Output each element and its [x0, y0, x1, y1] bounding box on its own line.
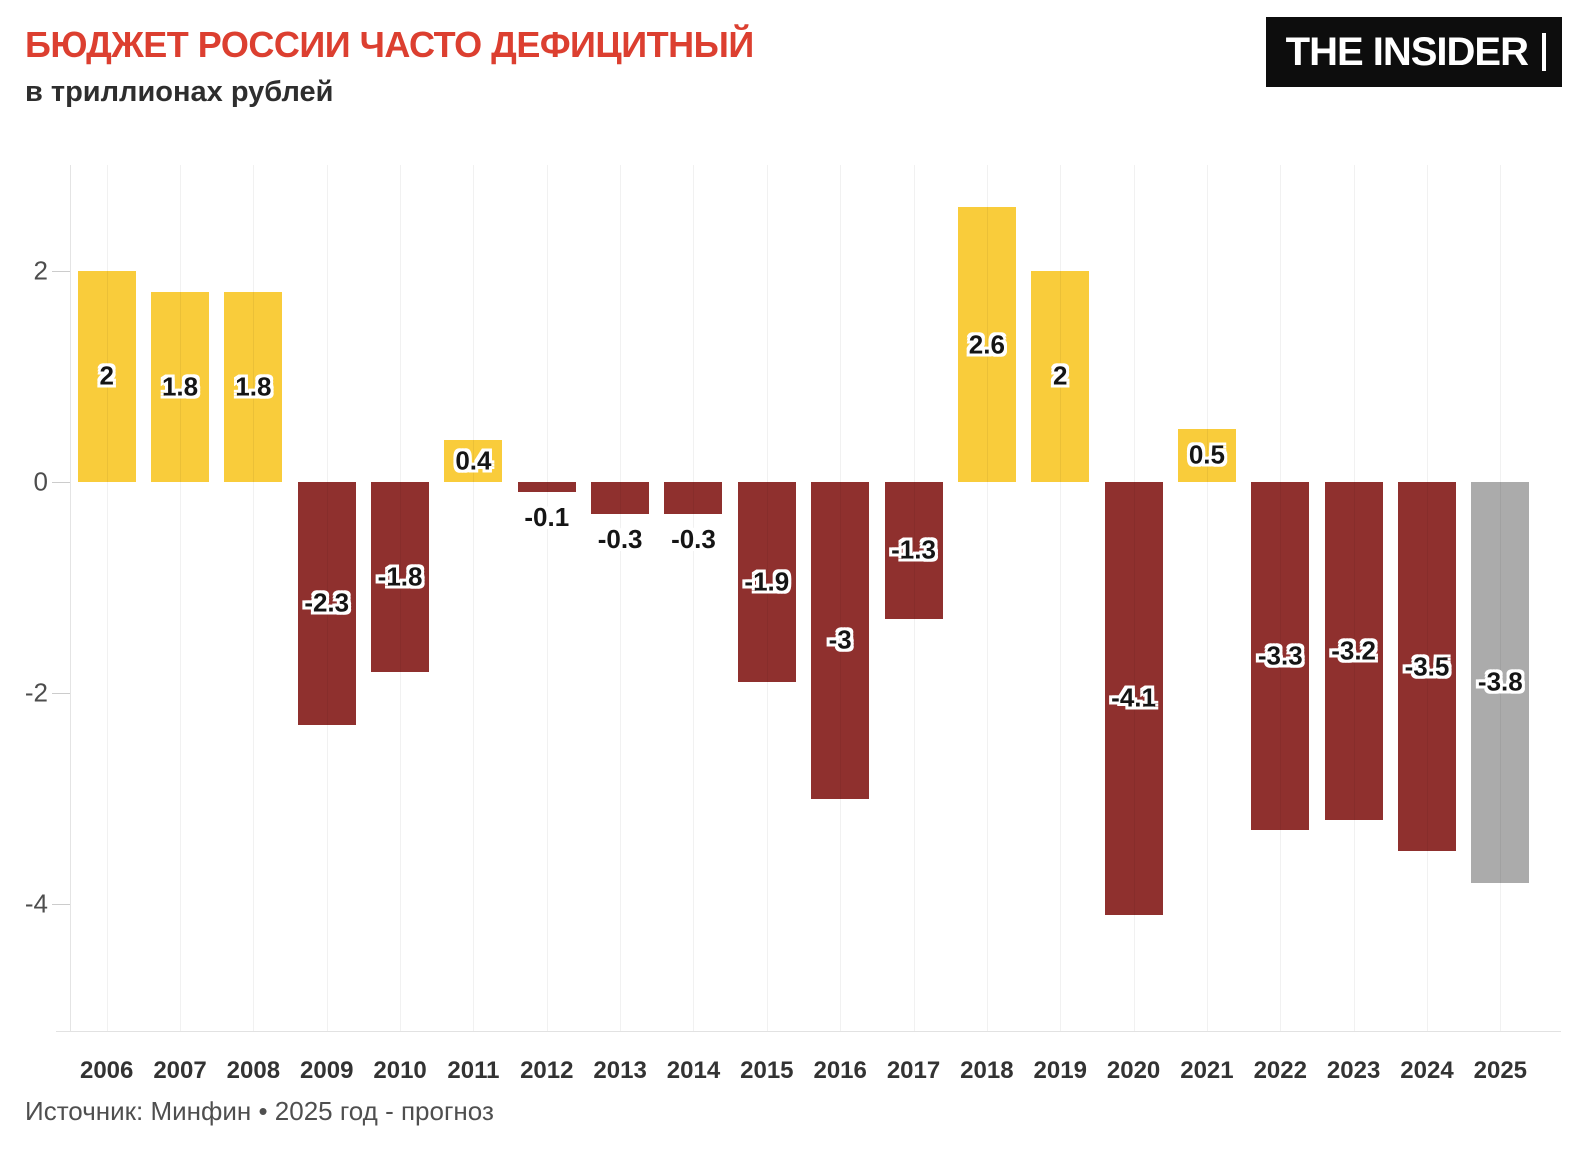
x-label-2009: 2009: [300, 1057, 354, 1084]
bar-value-2013: -0.3: [597, 523, 643, 554]
bar-2013: [591, 481, 650, 514]
bar-value-2025: -3.8: [1477, 666, 1523, 697]
gridline: [546, 165, 548, 1031]
y-tick: [52, 270, 70, 272]
x-label-2025: 2025: [1473, 1057, 1528, 1084]
gridline: [326, 165, 328, 1031]
logo-cursor-bar: [1542, 33, 1546, 71]
bar-value-2012: -0.1: [524, 502, 570, 533]
bar-value-2015: -1.9: [744, 566, 790, 597]
bar-value-2007: 1.8: [161, 371, 199, 402]
bar-2025: [1471, 481, 1530, 884]
x-label-2023: 2023: [1326, 1057, 1381, 1084]
bar-value-2024: -3.5: [1404, 651, 1450, 682]
x-label-2015: 2015: [740, 1057, 794, 1084]
publisher-logo: THE INSIDER: [1265, 17, 1562, 87]
bar-2024: [1397, 481, 1456, 852]
bar-2020: [1104, 481, 1163, 915]
bar-2009: [297, 481, 356, 725]
bar-2010: [371, 481, 430, 672]
bar-2016: [811, 481, 870, 799]
x-label-2022: 2022: [1253, 1057, 1307, 1084]
y-tick-label: 0: [33, 466, 48, 497]
y-tick: [52, 904, 70, 906]
x-label-2008: 2008: [226, 1057, 281, 1084]
gridline: [1500, 165, 1502, 1031]
bar-value-2008: 1.8: [235, 371, 272, 402]
bar-value-2017: -1.3: [891, 534, 936, 565]
x-label-2007: 2007: [153, 1057, 207, 1084]
bar-2006: [77, 270, 136, 482]
y-tick-label: 2: [33, 255, 48, 286]
gridline: [473, 165, 475, 1031]
gridline: [986, 165, 988, 1031]
source-note: Источник: Минфин • 2025 год - прогноз: [25, 1096, 494, 1126]
bar-value-2014: -0.3: [671, 523, 716, 554]
bar-2011: [444, 439, 503, 482]
y-axis-line: [70, 165, 71, 1031]
gridline: [106, 165, 108, 1031]
x-label-2010: 2010: [373, 1057, 427, 1084]
x-label-2018: 2018: [960, 1057, 1014, 1084]
y-tick-label: -4: [24, 888, 48, 919]
gridline: [1280, 165, 1282, 1031]
gridline: [400, 165, 402, 1031]
bar-2022: [1251, 481, 1310, 831]
bar-value-2011: 0.4: [455, 445, 492, 476]
bar-2023: [1324, 481, 1383, 820]
bar-2014: [664, 481, 723, 514]
gridline: [620, 165, 622, 1031]
bar-2007: [151, 291, 210, 482]
bar-value-2009: -2.3: [304, 587, 350, 618]
bar-2017: [884, 481, 943, 620]
x-label-2013: 2013: [593, 1057, 647, 1084]
x-label-2024: 2024: [1400, 1057, 1454, 1084]
y-tick: [52, 693, 70, 695]
bar-value-2019: 2: [1052, 360, 1068, 391]
gridline: [913, 165, 915, 1031]
x-label-2012: 2012: [520, 1057, 574, 1084]
x-label-2017: 2017: [886, 1057, 941, 1084]
gridline: [1426, 165, 1428, 1031]
gridline: [253, 165, 255, 1031]
bar-value-2020: -4.1: [1111, 682, 1156, 713]
gridline: [180, 165, 182, 1031]
bar-2021: [1177, 429, 1236, 482]
x-label-2006: 2006: [79, 1057, 134, 1084]
x-label-2011: 2011: [447, 1057, 500, 1084]
page-title: БЮДЖЕТ РОССИИ ЧАСТО ДЕФИЦИТНЫЙ: [25, 24, 754, 65]
bar-value-2016: -3: [828, 624, 852, 655]
bar-2019: [1031, 270, 1090, 482]
gridline: [693, 165, 695, 1031]
gridline: [840, 165, 842, 1031]
bar-value-2006: 2: [99, 360, 114, 391]
bar-value-2021: 0.5: [1188, 439, 1225, 470]
bar-2015: [737, 481, 796, 683]
gridline: [1353, 165, 1355, 1031]
x-label-2016: 2016: [813, 1057, 867, 1084]
x-label-2014: 2014: [666, 1057, 721, 1084]
x-label-2021: 2021: [1180, 1057, 1234, 1084]
bar-value-2022: -3.3: [1257, 640, 1303, 671]
y-tick: [52, 481, 70, 483]
bar-chart: 2 0 -2 -4 2 2006 1.8 2007 1.8 2008 -2.3 2009 -1.8 201…: [25, 165, 1561, 1084]
y-tick-label: -2: [24, 677, 48, 708]
x-label-2020: 2020: [1106, 1057, 1161, 1084]
gridline: [766, 165, 768, 1031]
page-subtitle: в триллионах рублей: [25, 76, 334, 108]
x-label-2019: 2019: [1033, 1057, 1087, 1084]
x-axis-line: [56, 1031, 1561, 1032]
bar-value-2018: 2.6: [968, 329, 1005, 360]
logo-text: THE INSIDER: [1285, 29, 1529, 74]
gridline: [1060, 165, 1062, 1031]
bar-value-2023: -3.2: [1331, 635, 1377, 666]
bar-2018: [957, 207, 1016, 482]
bar-value-2010: -1.8: [377, 561, 423, 592]
bar-2008: [224, 291, 283, 482]
gridline: [1133, 165, 1135, 1031]
bar-2012: [517, 481, 576, 493]
gridline: [1206, 165, 1208, 1031]
